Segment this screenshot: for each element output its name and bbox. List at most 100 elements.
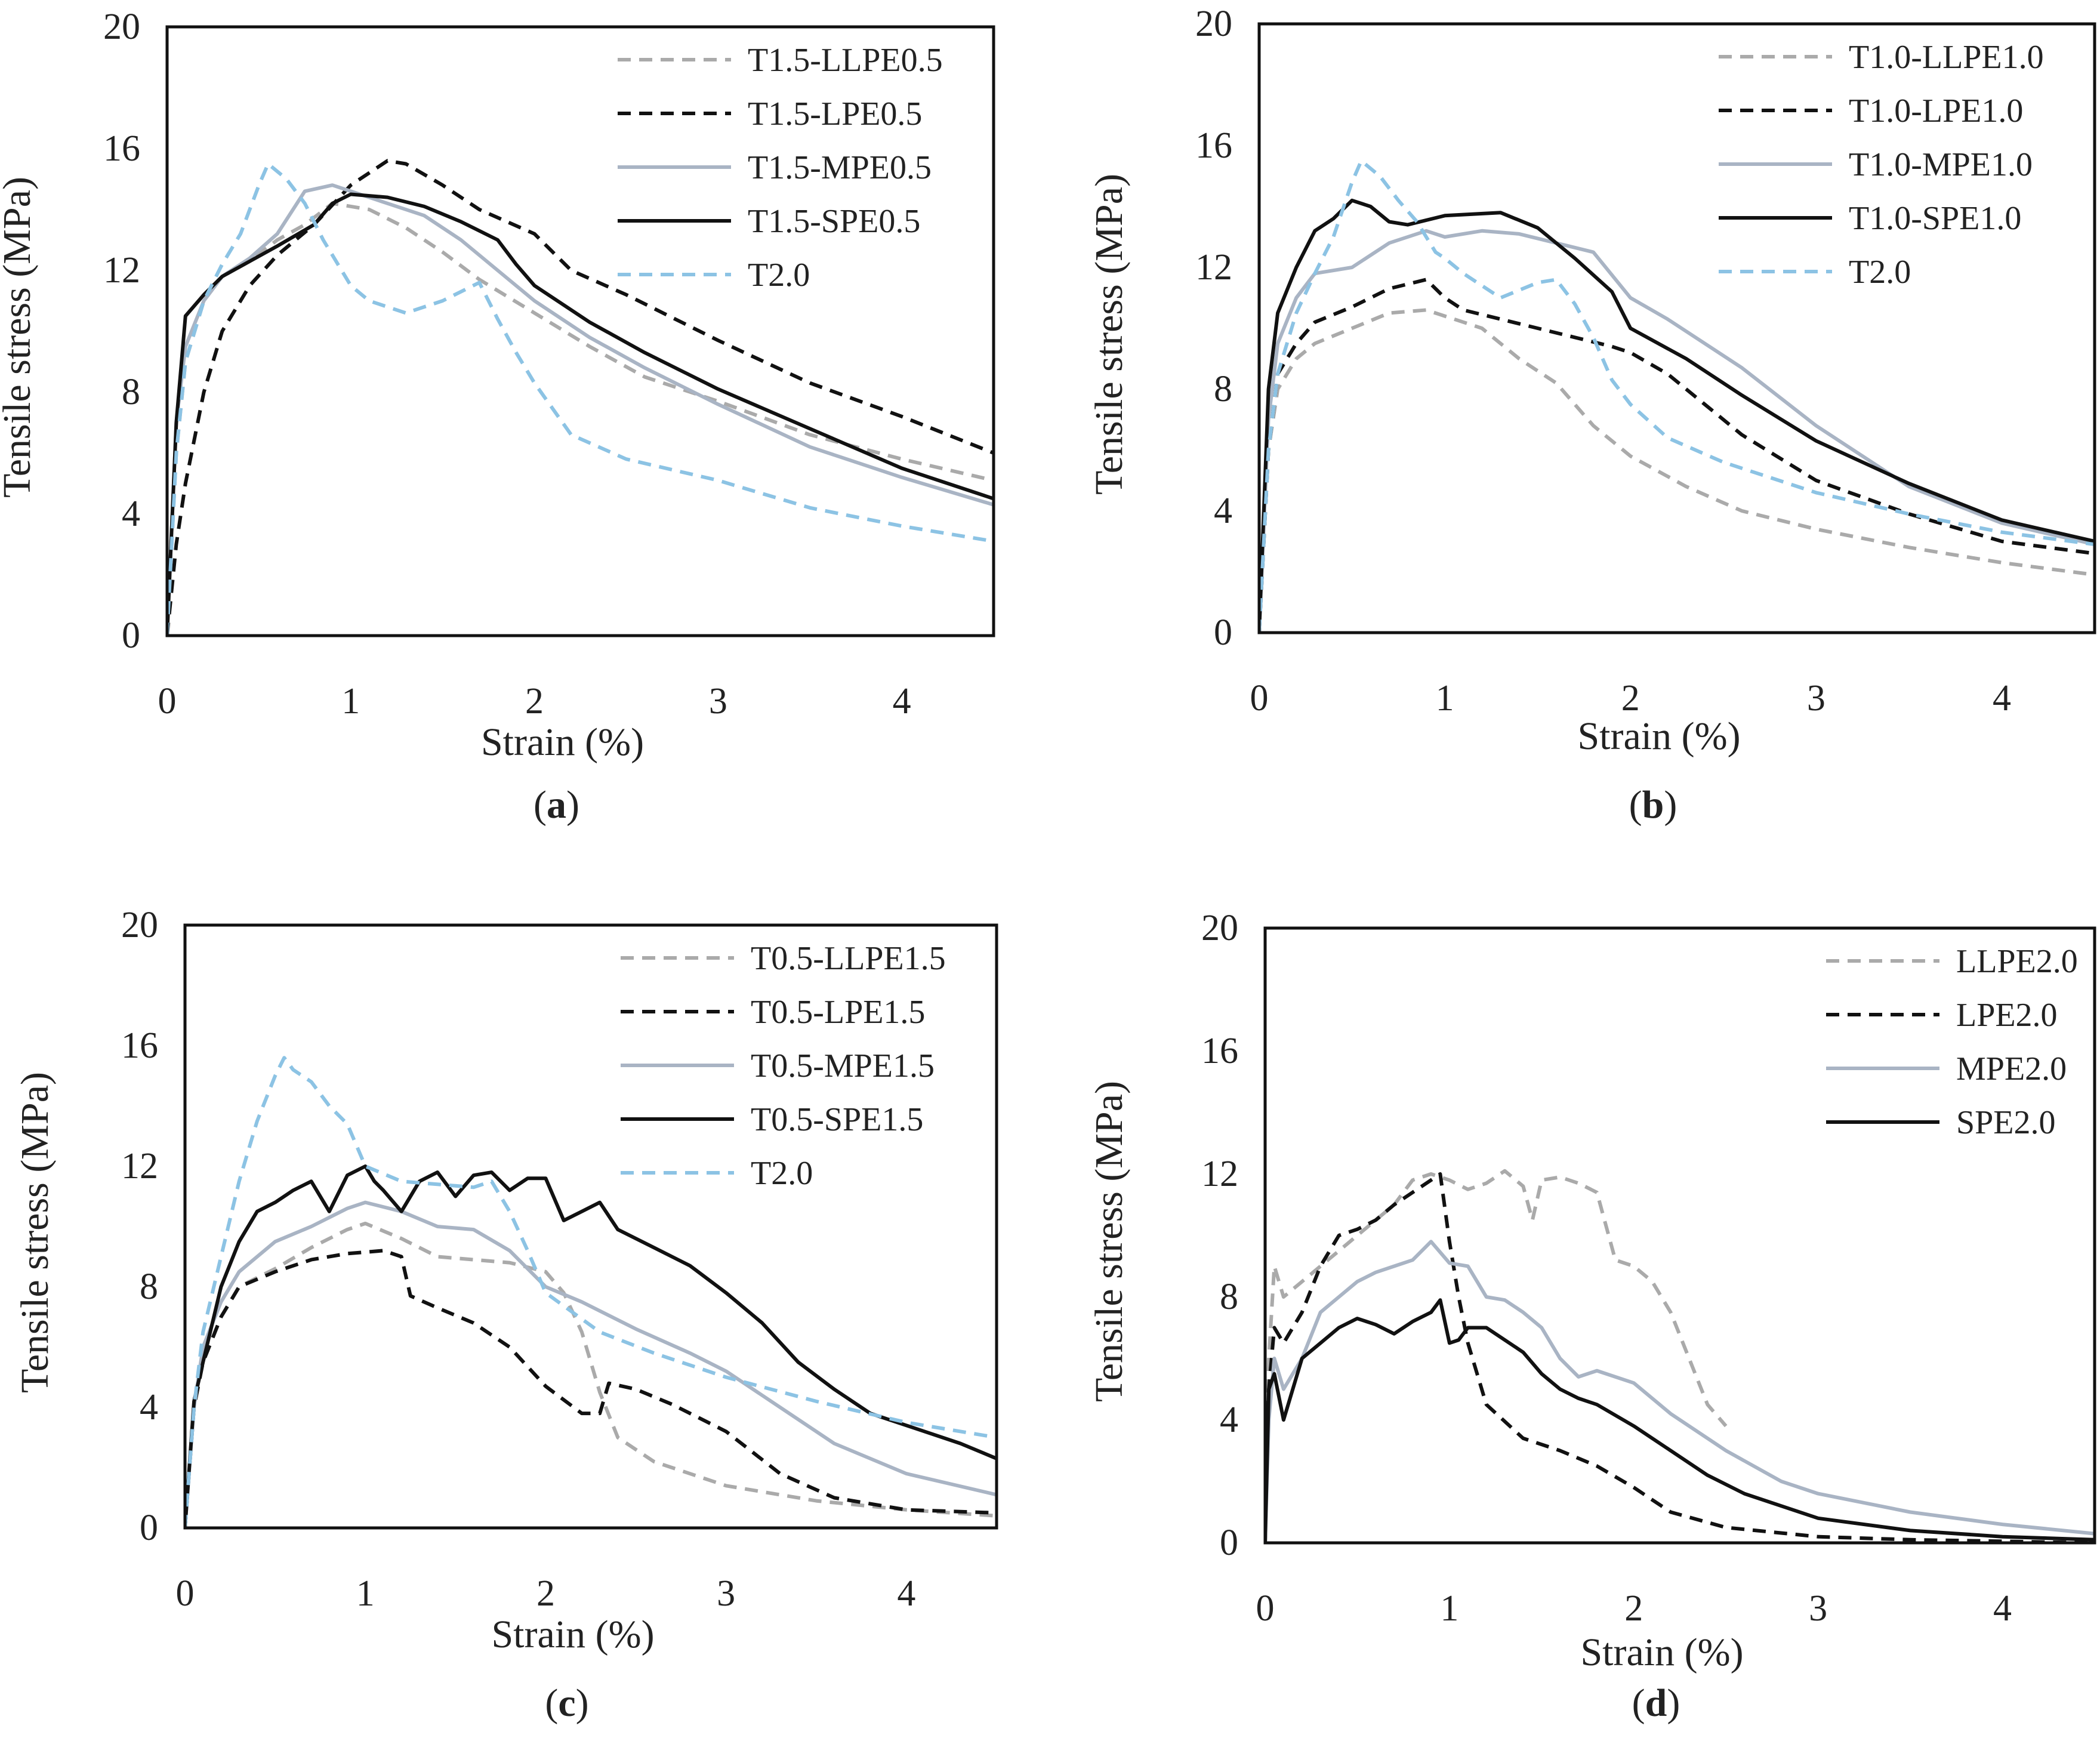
- legend-label: T0.5-LPE1.5: [751, 994, 925, 1031]
- plot-frame: [183, 923, 998, 1530]
- series-line-T0.5-MPE1.5: [185, 1200, 997, 1528]
- legend-label: T0.5-SPE1.5: [751, 1101, 923, 1138]
- panel-caption: (b): [1629, 783, 1677, 827]
- caption-open-paren: (: [545, 1681, 558, 1725]
- series-line-MPE2.0: [1265, 1240, 2095, 1543]
- y-tick-label: 12: [1201, 1154, 1238, 1194]
- y-axis-title: Tensile stress (MPa): [1087, 174, 1131, 495]
- legend-label: LLPE2.0: [1956, 943, 2078, 980]
- series-line-SPE2.0: [1265, 1298, 2095, 1543]
- caption-letter: b: [1642, 783, 1664, 827]
- x-axis-title: Strain (%): [1580, 1631, 1743, 1674]
- y-tick-label: 8: [1220, 1277, 1238, 1317]
- caption-open-paren: (: [534, 783, 547, 827]
- y-tick-label: 16: [121, 1025, 158, 1066]
- y-tick-label: 0: [1214, 612, 1232, 653]
- x-tick-label: 0: [1256, 1588, 1275, 1629]
- legend-label: T1.0-LLPE1.0: [1849, 39, 2044, 76]
- y-tick-label: 8: [1214, 369, 1232, 409]
- legend-label: T1.0-SPE1.0: [1849, 200, 2021, 237]
- y-tick-label: 12: [103, 250, 140, 291]
- y-tick-label: 12: [1195, 247, 1232, 288]
- caption-close-paren: ): [1667, 1681, 1680, 1725]
- caption-close-paren: ): [1664, 783, 1677, 827]
- x-tick-label: 4: [1993, 1588, 2012, 1629]
- x-axis-title: Strain (%): [491, 1613, 654, 1656]
- legend-label: T1.5-SPE0.5: [748, 203, 920, 240]
- legend-label: T0.5-LLPE1.5: [751, 940, 946, 977]
- series-line-T1.5-LLPE0.5: [167, 201, 994, 636]
- y-axis-title: Tensile stress (MPa): [1087, 1081, 1131, 1402]
- legend-label: T1.5-LPE0.5: [748, 95, 922, 132]
- legend-label: T1.0-LPE1.0: [1849, 93, 2023, 130]
- y-tick-label: 8: [140, 1266, 158, 1307]
- series-line-T2.0: [185, 1056, 997, 1528]
- y-tick-label: 16: [1195, 125, 1232, 166]
- y-tick-label: 0: [140, 1508, 158, 1548]
- x-tick-label: 2: [525, 681, 544, 722]
- series-line-T1.0-MPE1.0: [1259, 229, 2095, 633]
- caption-letter: a: [547, 783, 566, 827]
- x-tick-label: 2: [1621, 678, 1640, 719]
- series-line-T0.5-SPE1.5: [185, 1164, 997, 1528]
- legend-label: T1.5-LLPE0.5: [748, 42, 943, 79]
- y-axis-title: Tensile stress (MPa): [13, 1072, 57, 1393]
- plot-frame: [1257, 22, 2096, 634]
- series-line-T1.0-LPE1.0: [1259, 278, 2095, 633]
- y-tick-label: 0: [1220, 1523, 1238, 1563]
- x-tick-label: 1: [1440, 1588, 1458, 1629]
- series-line-T1.5-LPE0.5: [167, 159, 994, 636]
- series-line-T1.5-MPE0.5: [167, 183, 994, 636]
- y-tick-label: 4: [1214, 491, 1232, 531]
- x-tick-label: 1: [341, 681, 360, 722]
- series-line-T0.5-LLPE1.5: [185, 1221, 997, 1528]
- x-tick-label: 4: [1993, 678, 2011, 719]
- x-axis-title: Strain (%): [481, 720, 644, 764]
- legend-label: T2.0: [1849, 254, 1911, 291]
- x-tick-label: 1: [356, 1573, 375, 1614]
- caption-letter: d: [1645, 1681, 1667, 1725]
- x-tick-label: 3: [1807, 678, 1825, 719]
- caption-close-paren: ): [576, 1681, 589, 1725]
- plot-frame: [1263, 926, 2096, 1545]
- x-tick-label: 3: [709, 681, 727, 722]
- y-tick-label: 4: [122, 494, 140, 534]
- x-tick-label: 0: [158, 681, 177, 722]
- legend-label: T0.5-MPE1.5: [751, 1047, 935, 1084]
- x-tick-label: 4: [893, 681, 911, 722]
- x-tick-label: 0: [176, 1573, 195, 1614]
- caption-close-paren: ): [566, 783, 579, 827]
- legend-label: LPE2.0: [1956, 997, 2058, 1034]
- y-tick-label: 20: [121, 905, 158, 945]
- y-tick-label: 4: [1220, 1400, 1238, 1440]
- legend-label: T2.0: [748, 257, 810, 294]
- series-line-LLPE2.0: [1265, 1169, 1728, 1543]
- series-line-T0.5-LPE1.5: [185, 1249, 997, 1528]
- x-tick-label: 4: [897, 1573, 915, 1614]
- panel-caption: (d): [1632, 1681, 1680, 1725]
- panel-caption: (a): [534, 783, 579, 827]
- legend-label: MPE2.0: [1956, 1050, 2067, 1087]
- x-axis-title: Strain (%): [1577, 714, 1740, 758]
- x-tick-label: 1: [1436, 678, 1454, 719]
- y-tick-label: 20: [1195, 4, 1232, 44]
- y-axis-title: Tensile stress (MPa): [0, 177, 39, 498]
- y-tick-label: 12: [121, 1146, 158, 1187]
- legend-label: SPE2.0: [1956, 1104, 2056, 1141]
- series-line-T1.0-LLPE1.0: [1259, 308, 2095, 633]
- y-tick-label: 16: [103, 128, 140, 169]
- x-tick-label: 0: [1250, 678, 1269, 719]
- x-tick-label: 2: [1624, 1588, 1643, 1629]
- legend-label: T2.0: [751, 1155, 813, 1192]
- series-line-T1.0-SPE1.0: [1259, 198, 2095, 633]
- y-tick-label: 0: [122, 615, 140, 656]
- x-tick-label: 3: [717, 1573, 735, 1614]
- caption-letter: c: [558, 1681, 575, 1725]
- caption-open-paren: (: [1629, 783, 1642, 827]
- y-tick-label: 16: [1201, 1031, 1238, 1071]
